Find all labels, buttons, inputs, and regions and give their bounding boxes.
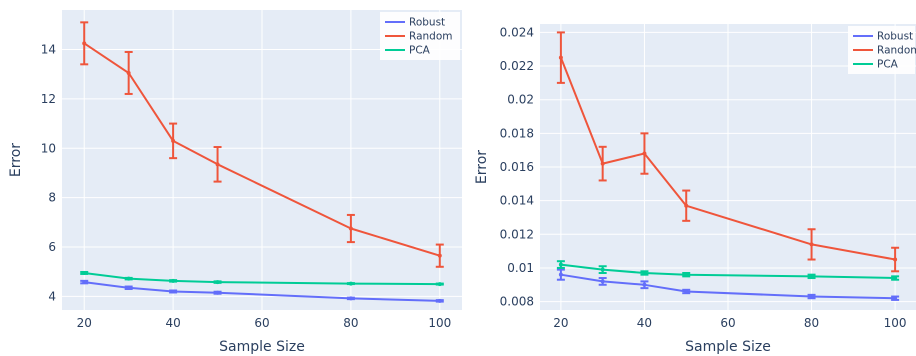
data-point (642, 282, 647, 287)
data-point (171, 138, 176, 143)
data-point (348, 296, 353, 301)
x-tick-label: 20 (77, 316, 92, 330)
data-point (171, 289, 176, 294)
series-line (560, 273, 896, 300)
data-point (82, 270, 87, 275)
data-point (437, 253, 442, 258)
x-axis-title: Sample Size (685, 339, 771, 355)
y-tick-label: 8 (48, 191, 56, 205)
x-tick-label: 60 (254, 316, 269, 330)
data-point (215, 162, 220, 167)
data-point (215, 290, 220, 295)
x-tick-label: 20 (553, 316, 568, 330)
data-point (684, 289, 689, 294)
data-point (126, 70, 131, 75)
y-tick-label: 10 (41, 141, 56, 155)
y-tick-label: 14 (41, 43, 56, 57)
data-point (600, 267, 605, 272)
y-tick-label: 0.016 (500, 160, 534, 174)
legend-label: PCA (877, 59, 899, 71)
y-tick-label: 0.008 (500, 295, 534, 309)
series-robust (80, 279, 444, 303)
x-axis-title: Sample Size (219, 339, 305, 355)
data-point (642, 270, 647, 275)
series-pca (556, 260, 900, 281)
data-point (437, 298, 442, 303)
data-point (126, 285, 131, 290)
legend-label: Random (877, 45, 916, 57)
data-point (684, 203, 689, 208)
y-tick-label: 0.02 (507, 93, 534, 107)
series-line (84, 272, 440, 286)
data-point (558, 262, 563, 267)
x-tick-label: 100 (428, 316, 451, 330)
x-tick-label: 60 (720, 316, 735, 330)
data-point (348, 281, 353, 286)
legend-label: PCA (409, 45, 431, 57)
data-point (893, 276, 898, 281)
series-line (559, 57, 896, 261)
series-line (83, 42, 441, 257)
series-robust (556, 268, 900, 301)
data-point (642, 151, 647, 156)
series-random (80, 21, 444, 268)
y-axis-title: Error (474, 150, 490, 184)
x-tick-label: 80 (804, 316, 819, 330)
y-tick-label: 0.01 (507, 261, 534, 275)
y-tick-label: 0.012 (500, 227, 534, 241)
y-axis-title: Error (8, 143, 24, 177)
data-point (893, 257, 898, 262)
series-line (560, 263, 896, 279)
y-tick-label: 12 (41, 92, 56, 106)
data-point (600, 161, 605, 166)
data-point (809, 242, 814, 247)
y-tick-label: 4 (48, 289, 56, 303)
data-point (558, 55, 563, 60)
data-point (126, 276, 131, 281)
y-tick-label: 0.014 (500, 194, 534, 208)
data-point (171, 278, 176, 283)
legend: Robust Random PCA (380, 12, 460, 60)
legend-label: Robust (409, 17, 445, 29)
x-tick-label: 40 (165, 316, 180, 330)
x-tick-label: 80 (343, 316, 358, 330)
series-pca (80, 270, 444, 287)
data-point (809, 294, 814, 299)
legend-label: Robust (877, 31, 913, 43)
legend-label: Random (409, 31, 452, 43)
y-tick-label: 0.024 (500, 25, 534, 39)
data-point (437, 282, 442, 287)
chart-2: 20 40 60 80 100 0.008 0.01 0.012 0.014 0.016 0.018… (474, 24, 916, 355)
data-point (684, 272, 689, 277)
y-tick-label: 0.018 (500, 126, 534, 140)
data-point (215, 280, 220, 285)
data-point (809, 274, 814, 279)
series-random (556, 31, 900, 273)
data-point (558, 272, 563, 277)
y-tick-label: 6 (48, 240, 56, 254)
y-tick-label: 0.022 (500, 59, 534, 73)
x-tick-label: 100 (884, 316, 907, 330)
data-point (82, 280, 87, 285)
x-tick-label: 40 (637, 316, 652, 330)
data-point (82, 41, 87, 46)
data-point (348, 226, 353, 231)
data-point (893, 296, 898, 301)
chart-1: 20 40 60 80 100 4 6 8 10 12 14 Sample Size Error Robu… (8, 10, 462, 355)
data-point (600, 279, 605, 284)
legend: Robust Random PCA (848, 26, 916, 74)
series-line (84, 281, 440, 302)
